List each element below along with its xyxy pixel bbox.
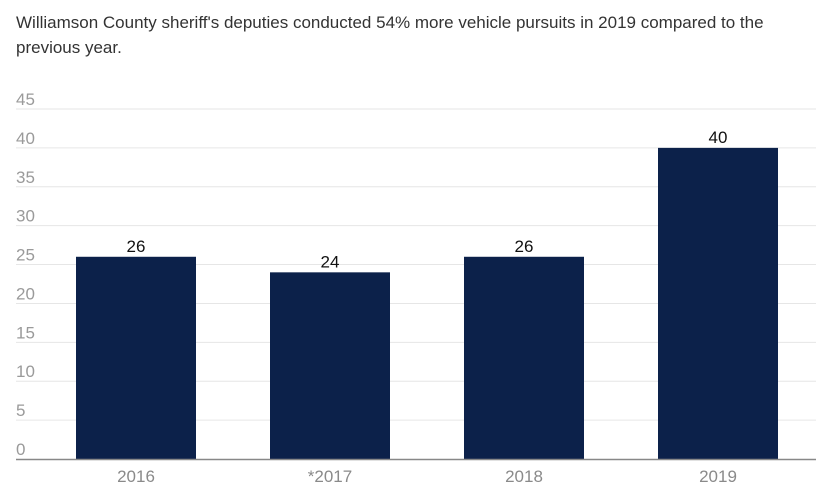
bar-2017 <box>270 272 390 459</box>
y-tick-label: 45 <box>16 90 35 109</box>
data-label: 26 <box>515 237 534 256</box>
y-axis-ticks: 0 5 10 15 20 25 30 35 40 45 <box>16 90 35 459</box>
y-tick-label: 10 <box>16 362 35 381</box>
x-tick-label: 2018 <box>505 467 543 486</box>
data-label: 26 <box>127 237 146 256</box>
bar-2018 <box>464 256 584 459</box>
x-axis-ticks: 2016 *2017 2018 2019 <box>117 467 737 486</box>
y-tick-label: 40 <box>16 129 35 148</box>
y-tick-label: 15 <box>16 323 35 342</box>
data-labels: 26 24 26 40 <box>127 128 728 271</box>
y-tick-label: 25 <box>16 246 35 265</box>
y-tick-label: 20 <box>16 284 35 303</box>
y-tick-label: 5 <box>16 401 25 420</box>
data-label: 40 <box>709 128 728 147</box>
x-tick-label: *2017 <box>308 467 352 486</box>
bars <box>76 147 778 459</box>
y-tick-label: 30 <box>16 207 35 226</box>
y-tick-label: 35 <box>16 168 35 187</box>
bar-2019 <box>658 147 778 459</box>
bar-2016 <box>76 256 196 459</box>
chart-title: Williamson County sheriff's deputies con… <box>16 13 764 57</box>
x-tick-label: 2019 <box>699 467 737 486</box>
y-tick-label: 0 <box>16 440 25 459</box>
data-label: 24 <box>321 252 340 271</box>
x-tick-label: 2016 <box>117 467 155 486</box>
